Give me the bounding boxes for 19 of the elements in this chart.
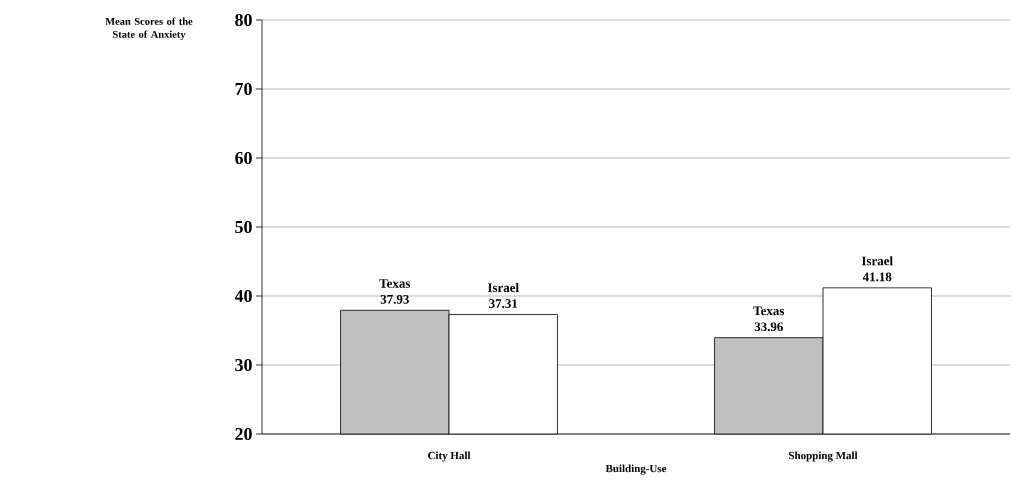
data-label: 33.96 xyxy=(754,322,783,332)
data-label: 37.93 xyxy=(380,294,409,304)
x-axis-title: Building-Use xyxy=(605,464,667,475)
y-tick-label: 20 xyxy=(235,427,252,441)
text: Texas xyxy=(753,306,785,316)
y-tick-label: 50 xyxy=(235,220,252,234)
y-tick-label: 60 xyxy=(235,151,252,165)
data-label: 37.31 xyxy=(489,299,518,309)
y-tick-label: 30 xyxy=(235,358,252,372)
y-axis-title: Mean Scores of the State of Anxiety xyxy=(105,17,193,41)
data-label: 41.18 xyxy=(862,272,892,282)
x-tick-label: City Hall xyxy=(428,451,471,462)
series-label: Texas xyxy=(379,279,411,288)
x-tick-label: Shopping Mall xyxy=(789,451,858,462)
text: Israel xyxy=(487,282,519,293)
y-tick-label: 80 xyxy=(235,13,252,27)
series-label: Israel xyxy=(861,256,893,266)
y-tick-label: 70 xyxy=(235,82,252,96)
y-tick-label: 40 xyxy=(234,289,252,303)
